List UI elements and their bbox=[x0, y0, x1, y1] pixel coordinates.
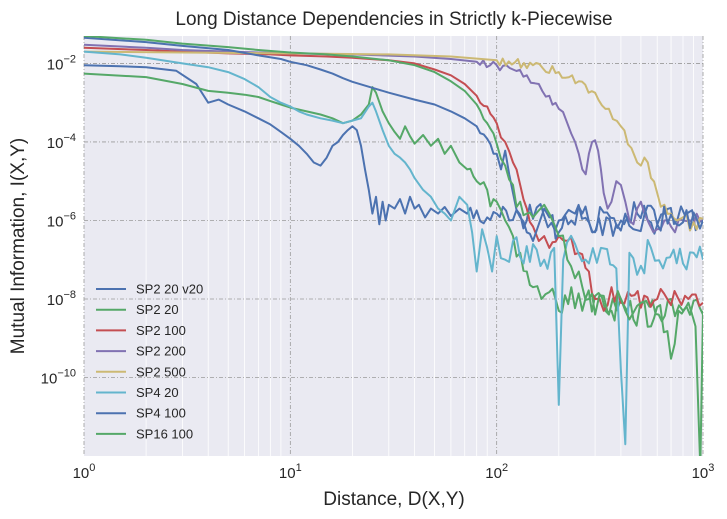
x-tick-label: 103 bbox=[692, 462, 715, 482]
series-layer bbox=[84, 36, 703, 456]
legend-label: SP2 20 bbox=[136, 302, 179, 317]
legend-label: SP2 100 bbox=[136, 323, 186, 338]
series-line-sp2-500 bbox=[84, 50, 703, 232]
legend-label: SP4 20 bbox=[136, 385, 179, 400]
y-tick-label: 10−10 bbox=[41, 367, 76, 387]
series-line-sp16-100 bbox=[84, 36, 703, 456]
series-line-sp2-20 bbox=[84, 72, 703, 327]
x-tick-label: 100 bbox=[73, 462, 96, 482]
series-line-sp2-20-v20 bbox=[84, 64, 703, 235]
series-line-sp4-100 bbox=[84, 36, 703, 242]
y-tick-label: 10−2 bbox=[47, 53, 76, 73]
legend-label: SP2 500 bbox=[136, 364, 186, 379]
chart-title: Long Distance Dependencies in Strictly k… bbox=[175, 9, 612, 30]
x-axis-ticks: 100 101 102 103 bbox=[73, 462, 715, 482]
legend-label: SP2 20 v20 bbox=[136, 282, 203, 297]
legend: SP2 20 v20 SP2 20 SP2 100 SP2 200 SP2 500 SP4… bbox=[96, 282, 203, 441]
x-axis-label: Distance, D(X,Y) bbox=[323, 489, 464, 510]
legend-label: SP4 100 bbox=[136, 406, 186, 421]
y-tick-label: 10−8 bbox=[47, 289, 76, 309]
y-tick-label: 10−6 bbox=[47, 210, 76, 230]
plot-background bbox=[84, 36, 703, 456]
legend-label: SP2 200 bbox=[136, 344, 186, 359]
x-tick-label: 101 bbox=[279, 462, 302, 482]
y-tick-label: 10−4 bbox=[47, 132, 76, 152]
y-axis-label: Mutual Information, I(X,Y) bbox=[8, 138, 29, 354]
x-tick-label: 102 bbox=[485, 462, 508, 482]
y-axis-ticks: 10−10 10−8 10−6 10−4 10−2 bbox=[41, 53, 76, 387]
legend-label: SP16 100 bbox=[136, 426, 193, 441]
series-line-sp4-20 bbox=[84, 50, 703, 446]
